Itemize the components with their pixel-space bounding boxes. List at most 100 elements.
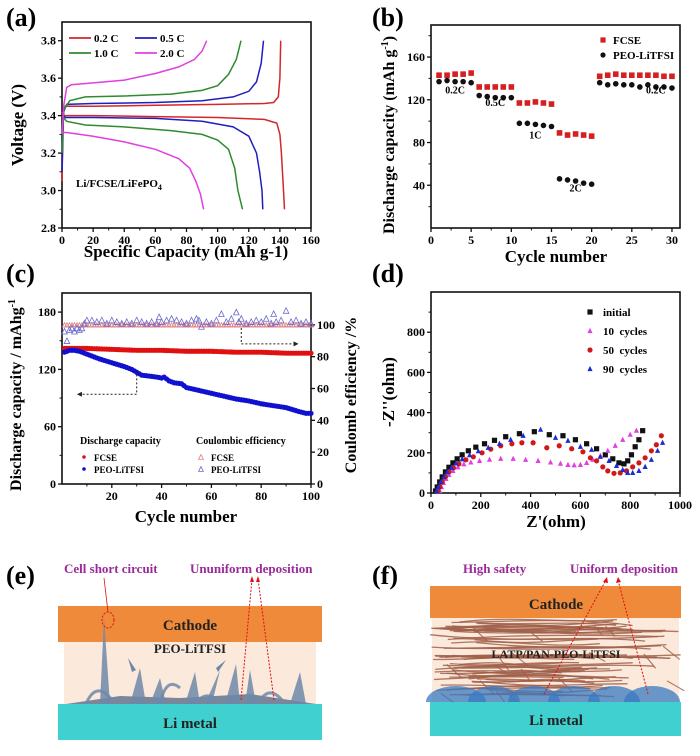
fiber <box>449 628 573 634</box>
data-point-initial <box>481 441 488 447</box>
li-metal-layer <box>58 704 322 740</box>
data-point-10-cycles <box>577 461 583 467</box>
data-point-FCSE <box>484 84 491 90</box>
data-point-50-cycles <box>587 455 593 461</box>
lithium-dendrites <box>66 618 316 705</box>
short-circuit-pointer <box>103 577 109 613</box>
data-point-PEO-LiTFSI <box>532 121 539 128</box>
data-point-90-cycles <box>433 487 440 494</box>
data-point-90-cycles <box>606 457 612 463</box>
data-point-PEO-efficiency <box>153 319 161 327</box>
chart-a-xlabel: Specific Capacity (mAh g-1) <box>84 242 288 261</box>
data-point-FCSE <box>564 132 571 138</box>
data-point-PEO-efficiency <box>133 316 141 324</box>
data-point-PEO-efficiency <box>297 319 305 327</box>
data-point-PEO-efficiency <box>242 319 250 327</box>
data-point-PEO-efficiency <box>252 316 260 324</box>
data-point-FCSE <box>637 72 643 79</box>
x-tick-label: 100 <box>209 233 227 247</box>
fiber <box>452 667 598 674</box>
data-point-PEO-efficiency <box>143 319 151 327</box>
series-line-0.2C-charge <box>61 40 282 182</box>
data-point-10-cycles <box>486 456 493 462</box>
fiber-segment <box>528 630 543 642</box>
y-right-tick-label: 0 <box>317 477 323 491</box>
data-point-PEO-LiTFSI <box>564 177 571 183</box>
legend-label: 0.5 C <box>160 33 185 45</box>
legend-label: FCSE <box>211 453 234 463</box>
chart-a-voltage-profile: 0 20 40 60 80 100 120 140 160 2.8 3.0 3.2 3.4 3.6 3.8 0… <box>41 21 320 247</box>
data-point-PEO-LiTFSI <box>548 123 555 130</box>
x-tick-label: 1000 <box>668 498 692 512</box>
data-point-10-cycles <box>612 442 618 448</box>
y-tick-label: 0 <box>419 486 425 500</box>
data-point-50-cycles <box>605 468 611 474</box>
panel-label-d: (d) <box>372 259 404 288</box>
data-point-PEO-efficiency <box>183 319 190 327</box>
data-point-90-cycles <box>453 460 459 466</box>
data-point-PEO-LiTFSI <box>476 92 482 99</box>
data-point-PEO-LiTFSI <box>516 120 523 127</box>
data-point-initial <box>442 469 449 475</box>
data-point-FCSE <box>516 100 523 106</box>
data-point-90-cycles <box>613 462 620 468</box>
legend-marker <box>197 453 205 460</box>
li-metal-label: Li metal <box>529 713 583 729</box>
data-point-FCSE <box>645 72 651 79</box>
chart-c-xlabel: Cycle number <box>135 507 238 526</box>
data-point-PEO-efficiency <box>267 319 275 327</box>
chart-b-xlabel: Cycle number <box>505 247 608 266</box>
uniform-li-deposits <box>426 686 680 702</box>
y-tick-label: 160 <box>407 50 425 64</box>
x-tick-label: 30 <box>666 233 678 247</box>
data-point-PEO-LiTFSI <box>604 82 611 88</box>
data-point-PEO-LiTFSI <box>588 181 595 187</box>
fiber <box>481 654 574 658</box>
li-metal-label: Li metal <box>163 716 217 732</box>
fiber-segment <box>593 625 603 636</box>
legend-title-efficiency: Coulombic efficiency <box>196 436 286 447</box>
data-point-90-cycles <box>577 443 583 449</box>
chart-c-ylabel-right: Coulomb efficiency /% <box>343 317 360 473</box>
annotation-arrows <box>101 576 275 701</box>
data-point-initial <box>602 452 608 458</box>
legend-label: FCSE <box>94 453 117 463</box>
right-axis-arrowhead <box>293 341 299 347</box>
cathode-layer <box>430 586 681 618</box>
arrowhead <box>603 577 608 583</box>
data-point-10-cycles <box>476 457 483 463</box>
data-point-50-cycles <box>470 454 476 460</box>
ununiform-deposition-label: Ununiform deposition <box>190 561 313 576</box>
data-point-PEO-efficiency <box>222 317 230 325</box>
data-point-90-cycles <box>459 456 465 462</box>
data-point-initial <box>439 474 445 480</box>
data-point-initial <box>516 431 522 437</box>
data-point-initial <box>446 464 452 470</box>
x-tick-label: 120 <box>240 233 258 247</box>
data-point-PEO-LiTFSI <box>540 122 547 129</box>
data-point-PEO-efficiency <box>98 316 106 324</box>
arrowhead <box>256 576 260 582</box>
data-point-initial <box>572 437 579 443</box>
fiber <box>449 676 564 679</box>
data-point-PEO-LiTFSI <box>436 78 442 85</box>
curved-dendrite <box>256 691 284 705</box>
data-point-PEO-efficiency <box>257 317 265 325</box>
data-point-90-cycles <box>625 469 631 475</box>
x-tick-label: 0 <box>428 233 434 247</box>
chart-d-xlabel: Z'(ohm) <box>526 512 586 531</box>
fiber-segment <box>471 625 488 642</box>
x-tick-label: 60 <box>205 489 217 503</box>
data-point-PEO-efficiency <box>272 317 280 325</box>
data-point-FCSE-discharge <box>308 350 314 356</box>
deposition-arrow <box>257 578 275 701</box>
fiber <box>430 634 665 640</box>
data-point-10-cycles <box>498 455 504 461</box>
data-point-PEO-LiTFSI <box>629 82 635 88</box>
legend-marker <box>600 52 606 58</box>
chart-b-rate-capability: 0 5 10 15 20 25 30 40 80 120 160 FCSE PEO-LiTFSI 0.2C… <box>407 24 681 247</box>
legend-label: 0.2 C <box>94 33 119 45</box>
data-point-PEO-efficiency <box>270 309 278 317</box>
data-point-PEO-efficiency <box>113 317 121 325</box>
